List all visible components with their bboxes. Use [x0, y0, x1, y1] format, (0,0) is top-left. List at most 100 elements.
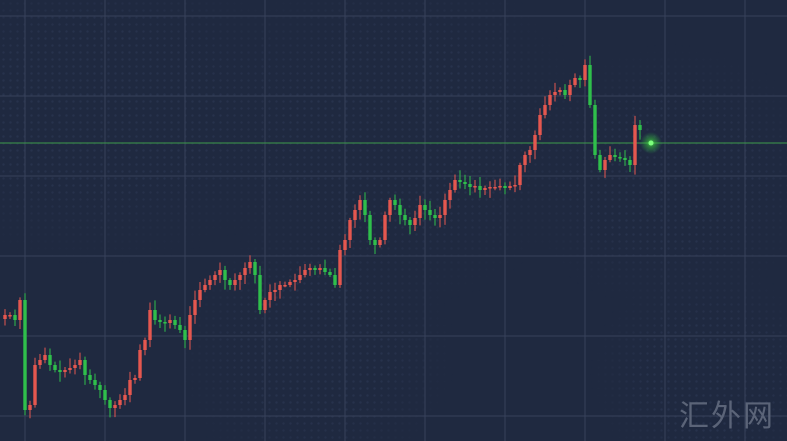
candle-up — [448, 190, 452, 200]
candle-up — [263, 300, 267, 310]
candle-down — [433, 215, 437, 218]
candle-up — [303, 270, 307, 275]
candle-up — [73, 365, 77, 368]
candle-down — [13, 315, 17, 320]
candle-down — [428, 210, 432, 215]
candle-up — [63, 370, 67, 372]
candle-down — [253, 262, 257, 275]
candle-up — [483, 188, 487, 190]
candle-up — [443, 200, 447, 215]
candle-up — [523, 155, 527, 165]
candle-down — [638, 125, 642, 130]
candle-up — [288, 282, 292, 285]
candle-up — [128, 380, 132, 395]
candle-up — [493, 187, 497, 189]
candle-down — [408, 220, 412, 225]
candle-up — [238, 275, 242, 280]
candle-up — [558, 90, 562, 92]
candle-down — [628, 160, 632, 165]
candle-up — [528, 150, 532, 155]
candle-up — [343, 240, 347, 250]
candle-down — [578, 78, 582, 80]
candle-down — [158, 320, 162, 322]
candle-up — [168, 320, 172, 323]
candle-down — [163, 322, 167, 324]
candle-up — [278, 285, 282, 290]
candle-down — [373, 240, 377, 245]
candle-up — [78, 360, 82, 365]
candle-up — [213, 275, 217, 280]
candle-up — [203, 285, 207, 290]
candle-up — [233, 280, 237, 285]
candle-up — [348, 220, 352, 240]
candle-up — [143, 340, 147, 350]
candle-up — [378, 240, 382, 245]
candle-up — [268, 292, 272, 300]
candle-down — [623, 158, 627, 160]
candle-down — [228, 280, 232, 285]
candle-up — [248, 262, 252, 268]
candle-down — [468, 184, 472, 187]
candle-up — [573, 78, 577, 85]
candle-down — [323, 268, 327, 272]
candle-down — [58, 370, 62, 372]
candle-up — [118, 400, 122, 405]
candle-up — [148, 310, 152, 340]
candle-down — [23, 300, 27, 410]
candle-up — [413, 218, 417, 225]
candle-down — [563, 90, 567, 95]
candle-down — [593, 105, 597, 155]
candle-up — [298, 275, 302, 280]
candle-down — [153, 310, 157, 320]
candle-up — [243, 268, 247, 275]
candle-down — [503, 186, 507, 188]
candle-down — [53, 365, 57, 370]
candle-down — [313, 268, 317, 270]
candle-up — [193, 300, 197, 315]
watermark-logo: 汇外网 — [679, 399, 775, 434]
candle-up — [353, 210, 357, 220]
candle-up — [583, 65, 587, 80]
candle-down — [458, 180, 462, 182]
candle-up — [603, 160, 607, 170]
candle-down — [368, 215, 372, 240]
candle-up — [453, 180, 457, 190]
candle-down — [478, 186, 482, 190]
candle-down — [588, 65, 592, 105]
candle-up — [438, 215, 442, 218]
candle-up — [553, 92, 557, 95]
candle-down — [48, 355, 52, 365]
candle-up — [43, 355, 47, 360]
candle-up — [68, 368, 72, 370]
candle-up — [113, 405, 117, 408]
candle-down — [393, 200, 397, 205]
candle-up — [138, 350, 142, 378]
candle-down — [108, 400, 112, 408]
candle-up — [283, 285, 287, 287]
candle-up — [188, 315, 192, 340]
candle-up — [28, 405, 32, 410]
candle-up — [518, 165, 522, 185]
candle-down — [598, 155, 602, 170]
candle-down — [258, 275, 262, 310]
candle-up — [568, 85, 572, 95]
candle-up — [18, 300, 22, 320]
candle-up — [338, 250, 342, 285]
candle-up — [3, 315, 7, 319]
candle-up — [208, 280, 212, 285]
candle-up — [383, 215, 387, 240]
candle-down — [83, 360, 87, 375]
candle-down — [88, 375, 92, 380]
candle-down — [333, 275, 337, 285]
candle-down — [423, 205, 427, 210]
candle-up — [418, 205, 422, 218]
candle-up — [388, 200, 392, 215]
candle-down — [403, 215, 407, 220]
candle-up — [543, 105, 547, 115]
candle-up — [548, 95, 552, 105]
candle-down — [223, 270, 227, 280]
candle-up — [308, 268, 312, 270]
candle-up — [123, 395, 127, 400]
candle-up — [293, 280, 297, 282]
